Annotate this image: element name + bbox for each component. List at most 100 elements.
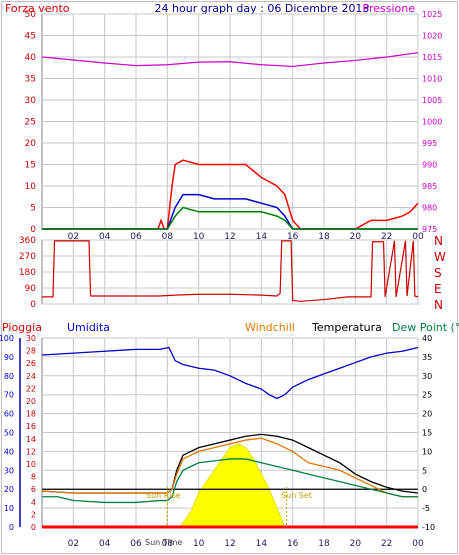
x-tick-label-temp: 22 bbox=[381, 539, 392, 549]
rain-tick-label: 12 bbox=[26, 447, 36, 456]
sunrise-label: Sun Rise bbox=[146, 491, 181, 500]
temperature-tick-label: 40 bbox=[422, 334, 432, 343]
legend-humidity: Umidita bbox=[67, 321, 110, 334]
temperature-tick-label: 25 bbox=[422, 391, 432, 400]
compass-label: W bbox=[434, 250, 446, 264]
legend-windchill: Windchill bbox=[245, 321, 295, 334]
x-tick-label-wind: 04 bbox=[99, 232, 111, 242]
wind-tick-label: 10 bbox=[25, 182, 37, 192]
x-tick-label-temp: 10 bbox=[193, 539, 205, 549]
temperature-tick-label: 20 bbox=[422, 410, 432, 419]
pressure-tick-label: 1020 bbox=[422, 32, 442, 41]
rain-tick-label: 24 bbox=[26, 372, 36, 381]
wind-tick-label: 50 bbox=[25, 10, 37, 20]
pressure-tick-label: 995 bbox=[422, 139, 437, 148]
x-tick-label-temp: 12 bbox=[224, 539, 235, 549]
x-tick-label-temp: 16 bbox=[287, 539, 299, 549]
wind-tick-label: 45 bbox=[25, 32, 36, 42]
rain-tick-label: 6 bbox=[31, 485, 36, 494]
humidity-tick-label: 90 bbox=[4, 353, 14, 362]
series-layer bbox=[41, 52, 419, 529]
humidity-tick-label: 0 bbox=[9, 523, 14, 532]
humidity-tick-label: 20 bbox=[4, 485, 14, 494]
humidity-tick-label: 60 bbox=[4, 410, 14, 419]
rain-tick-label: 22 bbox=[26, 384, 36, 393]
compass-label: N bbox=[434, 234, 443, 248]
pressure-tick-label: 1015 bbox=[422, 53, 442, 62]
pressure-line bbox=[41, 52, 419, 68]
pressure-tick-label: 985 bbox=[422, 182, 437, 191]
x-tick-label-wind: 20 bbox=[350, 232, 362, 242]
rain-tick-label: 4 bbox=[31, 498, 36, 507]
pressure-tick-label: 1005 bbox=[422, 96, 442, 105]
rain-tick-label: 30 bbox=[26, 334, 36, 343]
x-tick-label-temp: 18 bbox=[318, 539, 330, 549]
wind-direction-line bbox=[42, 240, 419, 302]
rain-tick-label: 26 bbox=[26, 359, 36, 368]
rain-tick-label: 2 bbox=[31, 510, 36, 519]
wind-tick-label: 0 bbox=[30, 225, 36, 235]
wind-speed-line bbox=[42, 206, 418, 230]
temperature-tick-label: 30 bbox=[422, 372, 432, 381]
rain-tick-label: 8 bbox=[31, 473, 36, 482]
x-tick-label-temp: 08 bbox=[162, 539, 174, 549]
temperature-tick-label: 15 bbox=[422, 429, 432, 438]
temperature-tick-label: -10 bbox=[422, 523, 435, 532]
compass-label: S bbox=[434, 266, 442, 280]
chart-title: 24 hour graph day : 06 Dicembre 2013 bbox=[155, 2, 370, 15]
x-tick-label-wind: 10 bbox=[193, 232, 205, 242]
humidity-tick-label: 10 bbox=[4, 504, 14, 513]
wind-tick-label: 5 bbox=[30, 204, 36, 214]
x-tick-label-wind: 12 bbox=[224, 232, 235, 242]
x-tick-label-wind: 18 bbox=[318, 232, 330, 242]
windchill-line bbox=[41, 437, 418, 498]
x-tick-label-wind: 14 bbox=[256, 232, 268, 242]
humidity-tick-label: 70 bbox=[4, 391, 14, 400]
x-tick-label-temp: 04 bbox=[99, 539, 111, 549]
humidity-tick-label: 100 bbox=[0, 334, 14, 343]
wind-tick-label: 40 bbox=[25, 53, 37, 63]
x-tick-label-temp: 20 bbox=[350, 539, 362, 549]
rain-tick-label: 20 bbox=[26, 397, 36, 406]
legend-rain: Pioggia bbox=[2, 321, 42, 334]
temperature-tick-label: 10 bbox=[422, 447, 432, 456]
pressure-tick-label: 990 bbox=[422, 161, 437, 170]
pressure-tick-label: 980 bbox=[422, 204, 437, 213]
humidity-tick-label: 80 bbox=[4, 372, 14, 381]
rain-tick-label: 16 bbox=[26, 422, 36, 431]
x-tick-label-wind: 06 bbox=[130, 232, 142, 242]
x-tick-label-temp: 02 bbox=[68, 539, 79, 549]
temperature-tick-label: 0 bbox=[422, 485, 427, 494]
tick-label-layer: 0202040406060808101012121414161618182020… bbox=[0, 10, 446, 549]
wind-tick-label: 25 bbox=[25, 118, 36, 128]
x-tick-label-temp: 00 bbox=[412, 539, 424, 549]
temperature-tick-label: 35 bbox=[422, 353, 432, 362]
grid-layer bbox=[19, 13, 419, 528]
legend-temperature: Temperatura bbox=[311, 321, 382, 334]
temperature-tick-label: 5 bbox=[422, 466, 427, 475]
humidity-tick-label: 50 bbox=[4, 429, 14, 438]
x-tick-label-wind: 02 bbox=[68, 232, 79, 242]
wind-tick-label: 20 bbox=[25, 139, 37, 149]
humidity-tick-label: 30 bbox=[4, 466, 14, 475]
rain-tick-label: 18 bbox=[26, 410, 36, 419]
x-tick-label-wind: 08 bbox=[162, 232, 174, 242]
wind-tick-label: 35 bbox=[25, 75, 36, 85]
dewpoint-line bbox=[42, 458, 418, 504]
wind-tick-label: 15 bbox=[25, 161, 36, 171]
rain-tick-label: 0 bbox=[31, 523, 36, 532]
wind-tick-label: 30 bbox=[25, 96, 37, 106]
direction-tick-label: 360 bbox=[19, 236, 36, 246]
direction-tick-label: 0 bbox=[30, 300, 36, 310]
pressure-tick-label: 1000 bbox=[422, 118, 442, 127]
rain-tick-label: 14 bbox=[26, 435, 36, 444]
x-tick-label-temp: 14 bbox=[256, 539, 268, 549]
x-tick-label-temp: 06 bbox=[130, 539, 142, 549]
pressure-tick-label: 975 bbox=[422, 225, 437, 234]
x-tick-label-wind: 22 bbox=[381, 232, 392, 242]
direction-tick-label: 180 bbox=[19, 268, 36, 278]
pressure-tick-label: 1025 bbox=[422, 10, 442, 19]
pressure-tick-label: 1010 bbox=[422, 75, 442, 84]
compass-label: E bbox=[434, 282, 442, 296]
